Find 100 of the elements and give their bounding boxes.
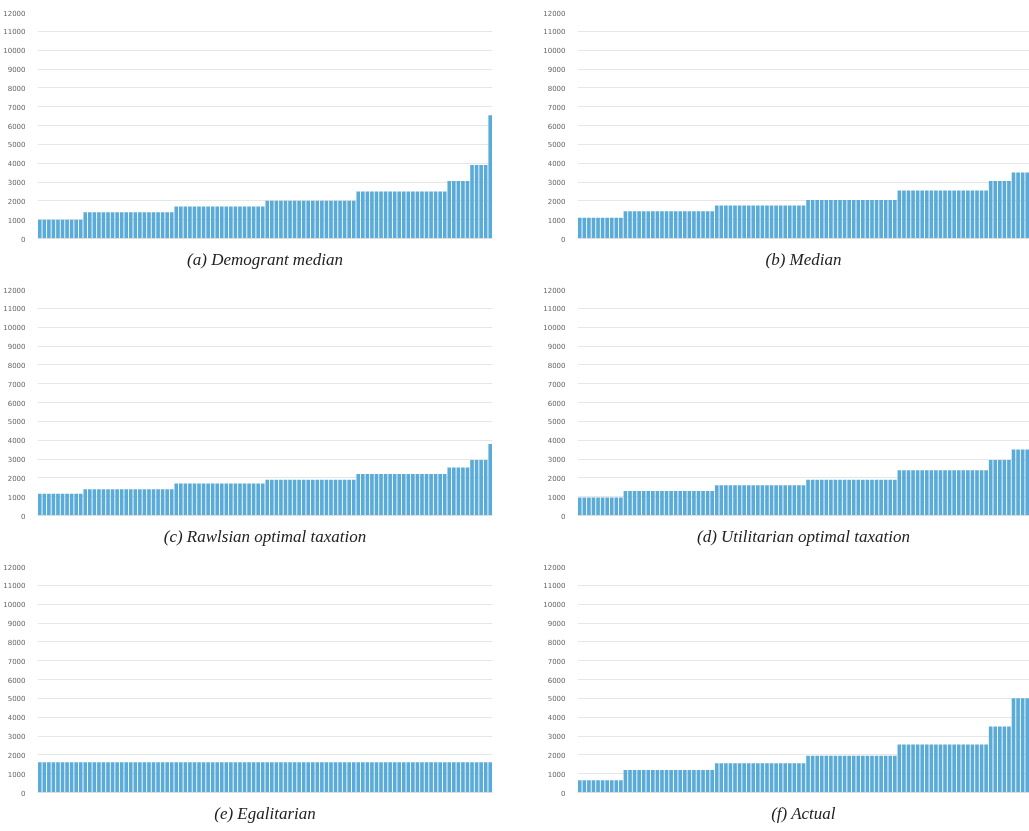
bar bbox=[65, 493, 69, 516]
bar bbox=[147, 212, 151, 239]
bar bbox=[609, 497, 614, 516]
bar bbox=[902, 470, 906, 516]
bar bbox=[692, 491, 696, 516]
bar bbox=[147, 489, 151, 516]
bar bbox=[219, 483, 224, 516]
bar bbox=[596, 780, 600, 793]
bar bbox=[56, 493, 60, 516]
bar bbox=[388, 191, 392, 239]
bar bbox=[260, 483, 265, 516]
bar bbox=[797, 763, 801, 793]
bar bbox=[329, 200, 333, 239]
bar bbox=[156, 489, 160, 516]
bar bbox=[888, 755, 893, 793]
bar bbox=[587, 497, 591, 516]
bar bbox=[660, 491, 664, 516]
bar bbox=[447, 467, 452, 516]
bar bbox=[420, 474, 424, 516]
bar bbox=[288, 479, 292, 516]
bar bbox=[219, 206, 224, 239]
bar bbox=[411, 191, 415, 239]
bar bbox=[829, 479, 833, 516]
bar bbox=[988, 459, 993, 516]
bar bbox=[106, 489, 110, 516]
bar bbox=[297, 479, 301, 516]
bar bbox=[338, 479, 342, 516]
bar bbox=[238, 483, 242, 516]
bar bbox=[247, 483, 251, 516]
bar bbox=[124, 489, 129, 516]
bar bbox=[993, 459, 998, 516]
bar bbox=[719, 763, 724, 793]
bar bbox=[797, 205, 801, 239]
bar bbox=[320, 479, 324, 516]
bar bbox=[128, 489, 133, 516]
bar bbox=[174, 483, 179, 516]
bar bbox=[783, 205, 788, 239]
bar bbox=[787, 763, 792, 793]
bar bbox=[806, 199, 810, 239]
bar bbox=[215, 206, 220, 239]
bar bbox=[279, 200, 283, 239]
bar bbox=[888, 479, 893, 516]
bar bbox=[320, 200, 324, 239]
bar bbox=[646, 211, 651, 239]
bar bbox=[156, 212, 160, 239]
bar bbox=[1016, 172, 1020, 239]
bar bbox=[628, 491, 632, 516]
bar bbox=[815, 755, 820, 793]
bar bbox=[943, 744, 947, 793]
bar bbox=[115, 489, 119, 516]
bar bbox=[641, 769, 646, 793]
bar bbox=[838, 479, 842, 516]
bar bbox=[988, 181, 993, 239]
bar bbox=[934, 744, 938, 793]
bar bbox=[614, 217, 619, 239]
bar bbox=[641, 211, 646, 239]
bar bbox=[682, 211, 687, 239]
bar bbox=[470, 165, 474, 239]
bar bbox=[229, 483, 233, 516]
bar bbox=[956, 190, 961, 239]
bar bbox=[678, 491, 683, 516]
bar bbox=[838, 755, 842, 793]
bar bbox=[911, 744, 915, 793]
text: (f) Actual bbox=[771, 803, 836, 823]
bar bbox=[310, 479, 315, 516]
bar bbox=[587, 780, 591, 793]
bar bbox=[733, 763, 737, 793]
bar bbox=[751, 485, 756, 516]
bar bbox=[883, 479, 888, 516]
bar bbox=[751, 763, 756, 793]
bar bbox=[128, 212, 133, 239]
bar bbox=[774, 763, 778, 793]
bar bbox=[701, 491, 705, 516]
bar bbox=[883, 199, 888, 239]
bar bbox=[401, 191, 406, 239]
bar bbox=[714, 763, 719, 793]
bar bbox=[429, 474, 433, 516]
bar bbox=[993, 726, 998, 793]
bar bbox=[479, 459, 483, 516]
bar bbox=[774, 205, 778, 239]
bar bbox=[577, 217, 582, 239]
bar bbox=[310, 200, 315, 239]
bar bbox=[733, 485, 737, 516]
bar bbox=[288, 200, 292, 239]
bar bbox=[587, 217, 591, 239]
bar bbox=[943, 190, 947, 239]
bar bbox=[765, 205, 769, 239]
bar bbox=[956, 744, 961, 793]
bar bbox=[920, 190, 925, 239]
bar bbox=[78, 493, 83, 516]
bar bbox=[461, 467, 465, 516]
bar bbox=[678, 769, 683, 793]
bar bbox=[746, 205, 751, 239]
bar bbox=[329, 479, 333, 516]
bar bbox=[470, 459, 474, 516]
bar bbox=[943, 470, 947, 516]
bar bbox=[646, 491, 651, 516]
bar bbox=[851, 479, 856, 516]
bar bbox=[765, 485, 769, 516]
text: (d) Utilitarian optimal taxation bbox=[697, 526, 910, 546]
